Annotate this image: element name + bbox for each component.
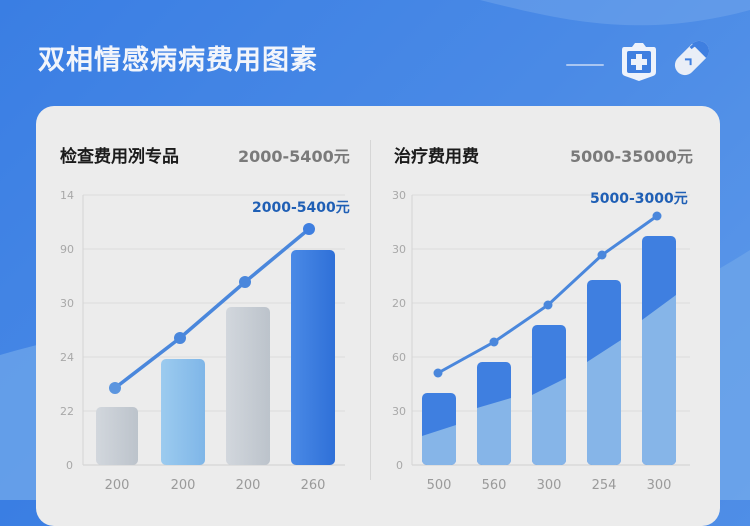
bar bbox=[161, 359, 205, 465]
svg-text:560: 560 bbox=[482, 478, 507, 493]
svg-text:22: 22 bbox=[60, 405, 74, 418]
chart-2-trend-line bbox=[433, 211, 662, 378]
panel-1-range: 2000-5400元 bbox=[238, 147, 350, 166]
svg-text:200: 200 bbox=[171, 478, 196, 493]
bar bbox=[291, 250, 335, 465]
svg-text:0: 0 bbox=[66, 459, 73, 472]
chart-2-x-ticks: 500 560 300 254 300 bbox=[427, 478, 672, 493]
svg-text:30: 30 bbox=[60, 297, 74, 310]
first-aid-kit-icon bbox=[622, 43, 656, 81]
chart-1-x-ticks: 200 200 200 260 bbox=[105, 478, 326, 493]
chart-1-trend-line bbox=[109, 223, 315, 394]
pill-capsule-icon bbox=[674, 40, 710, 76]
chart-1-bars bbox=[96, 250, 335, 465]
svg-text:200: 200 bbox=[236, 478, 261, 493]
svg-text:500: 500 bbox=[427, 478, 452, 493]
svg-text:30: 30 bbox=[392, 243, 406, 256]
bar bbox=[96, 407, 138, 465]
svg-text:14: 14 bbox=[60, 189, 74, 202]
chart-2-y-ticks: 30 30 20 60 30 0 bbox=[392, 189, 406, 472]
svg-text:30: 30 bbox=[392, 189, 406, 202]
svg-text:0: 0 bbox=[396, 459, 403, 472]
panel-divider bbox=[370, 140, 371, 480]
chart-1-annotation: 2000-5400元 bbox=[252, 200, 350, 216]
chart-1-y-ticks: 14 90 30 24 22 0 bbox=[60, 189, 74, 472]
svg-text:300: 300 bbox=[537, 478, 562, 493]
header-divider-line bbox=[566, 64, 604, 66]
svg-text:20: 20 bbox=[392, 297, 406, 310]
exam-cost-chart: 14 90 30 24 22 0 2000-5400元 200 200 200 … bbox=[60, 189, 350, 493]
svg-text:60: 60 bbox=[392, 351, 406, 364]
panel-1-title: 检查费用冽专品 bbox=[60, 147, 179, 167]
svg-text:200: 200 bbox=[105, 478, 130, 493]
panel-2-range: 5000-35000元 bbox=[570, 147, 693, 166]
svg-text:30: 30 bbox=[392, 405, 406, 418]
panel-2-title: 治疗费用费 bbox=[394, 147, 479, 167]
svg-text:260: 260 bbox=[301, 478, 326, 493]
bar bbox=[226, 307, 270, 465]
svg-text:90: 90 bbox=[60, 243, 74, 256]
svg-text:254: 254 bbox=[592, 478, 617, 493]
chart-2-bars bbox=[422, 236, 676, 465]
svg-text:300: 300 bbox=[647, 478, 672, 493]
svg-text:24: 24 bbox=[60, 351, 74, 364]
page-title: 双相情感病病费用图素 bbox=[38, 45, 318, 76]
chart-2-annotation: 5000-3000元 bbox=[590, 191, 688, 207]
treatment-cost-chart: 30 30 20 60 30 0 5000-3000元 500 560 300 … bbox=[392, 189, 690, 493]
